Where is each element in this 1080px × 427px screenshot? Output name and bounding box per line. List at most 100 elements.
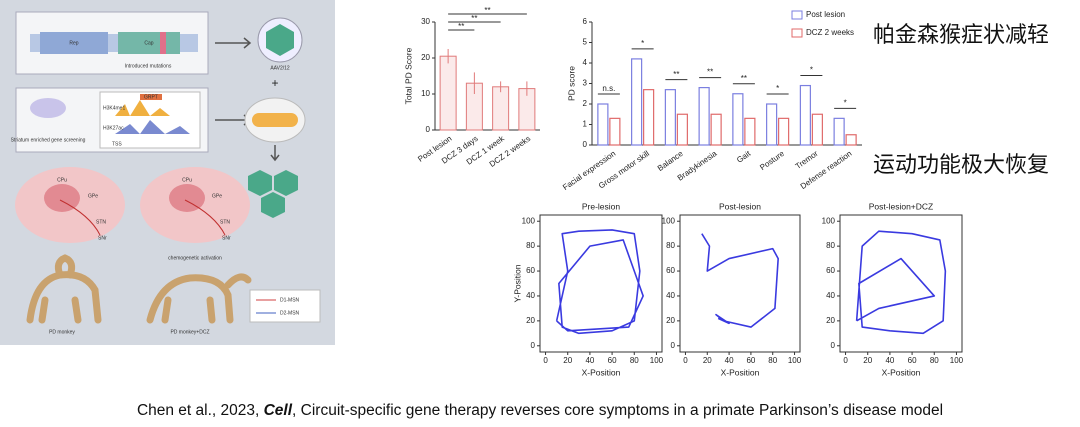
bar <box>744 117 756 146</box>
x-tick-label: 80 <box>768 356 777 365</box>
y-tick-label: 20 <box>826 316 835 325</box>
x-tick-label: 40 <box>725 356 734 365</box>
legend-swatch <box>791 10 803 20</box>
heading: 运动功能极大恢复 <box>873 153 1049 178</box>
bar <box>833 117 845 146</box>
y-tick-label: 20 <box>421 53 430 62</box>
y-tick-label: 80 <box>526 241 535 250</box>
x-tick-label: 60 <box>746 356 755 365</box>
caption-text: , Circuit-specific gene therapy reverses… <box>292 402 943 419</box>
x-tick-label: 20 <box>863 356 872 365</box>
monkey <box>146 273 252 324</box>
y-tick-label: 80 <box>826 241 835 250</box>
bar <box>811 113 823 146</box>
pathway <box>59 199 226 236</box>
x-tick-label: 0 <box>843 356 848 365</box>
x-tick-label: 80 <box>630 356 639 365</box>
y-tick-label: 0 <box>531 341 536 350</box>
x-axis-label: X-Position <box>582 367 621 377</box>
bar <box>766 103 778 146</box>
virus <box>261 192 285 218</box>
y-tick-label: 80 <box>666 241 675 250</box>
x-tick-label: 60 <box>908 356 917 365</box>
rep <box>40 32 108 54</box>
y-tick-label: 20 <box>666 316 675 325</box>
label: chemogenetic activation <box>168 255 222 261</box>
capsid <box>266 24 294 56</box>
significance: * <box>810 66 813 75</box>
y-tick-label: 0 <box>583 140 588 149</box>
x-tick-label: 20 <box>563 356 572 365</box>
heading: 帕金森猴症状减轻 <box>873 23 1049 48</box>
panel-title: Post-lesion <box>719 201 761 211</box>
panel-title: Post-lesion+DCZ <box>869 201 933 211</box>
legend-box <box>249 289 321 323</box>
bar <box>609 117 621 146</box>
trajectory <box>701 233 779 328</box>
label: H3K27ac <box>103 125 124 131</box>
label: TSS <box>112 141 122 147</box>
bar <box>492 86 510 131</box>
label: STN <box>96 219 106 225</box>
y-tick-label: 0 <box>426 125 431 134</box>
y-tick-label: 0 <box>671 341 676 350</box>
significance: ** <box>673 70 679 79</box>
peak <box>115 120 190 134</box>
x-tick-label: 40 <box>585 356 594 365</box>
schematic: Rep Cap Introduced mutations AAV2/12 Str… <box>0 0 335 345</box>
label: Introduced mutations <box>125 63 172 69</box>
significance: * <box>844 98 847 107</box>
monkey <box>26 254 102 324</box>
y-tick-label: 60 <box>666 266 675 275</box>
y-axis-label: PD score <box>566 66 576 101</box>
y-tick-label: 20 <box>526 316 535 325</box>
y-tick-label: 40 <box>826 291 835 300</box>
gene <box>140 94 162 100</box>
bar <box>732 93 744 146</box>
striatum <box>169 184 205 212</box>
x-tick-label: 80 <box>930 356 939 365</box>
y-tick-label: 10 <box>421 89 430 98</box>
bar <box>439 55 457 131</box>
caption-text: Chen et al., 2023, <box>137 402 264 419</box>
label: PD monkey <box>49 329 75 335</box>
label: D1-MSN <box>280 297 300 303</box>
label: Striatum enriched gene screening <box>11 137 86 143</box>
y-axis-label: Y-Position <box>512 264 522 302</box>
legend-label: Post lesion <box>806 10 845 19</box>
y-axis-label: Total PD Score <box>403 47 413 104</box>
label: D2-MSN <box>280 310 300 316</box>
bar <box>664 89 676 146</box>
significance: ** <box>484 6 490 15</box>
y-tick-label: 2 <box>583 99 588 108</box>
x-axis-label: X-Position <box>882 367 921 377</box>
y-tick-label: 60 <box>526 266 535 275</box>
y-tick-label: 100 <box>662 216 676 225</box>
label: H3K4me1 <box>103 105 125 111</box>
label: CPu <box>57 177 67 183</box>
significance: ** <box>707 68 713 77</box>
label: GPe <box>88 193 98 199</box>
label: SNr <box>222 235 231 241</box>
arrow <box>270 145 280 162</box>
y-tick-label: 60 <box>826 266 835 275</box>
label: GPe <box>212 193 222 199</box>
x-axis-label: X-Position <box>721 367 760 377</box>
label: SNr <box>98 235 107 241</box>
bar <box>631 58 643 146</box>
bar <box>845 134 857 146</box>
striatum <box>44 184 80 212</box>
y-tick-label: 4 <box>583 58 588 67</box>
trajectory <box>555 229 644 335</box>
y-tick-label: 40 <box>526 291 535 300</box>
significance: * <box>776 84 779 93</box>
x-tick-label: 60 <box>608 356 617 365</box>
y-tick-label: 1 <box>583 120 588 129</box>
frame <box>679 214 801 353</box>
peak <box>115 100 170 116</box>
arrow <box>215 37 252 49</box>
brain-slice <box>30 98 66 118</box>
plus: + <box>271 76 278 90</box>
y-tick-label: 40 <box>666 291 675 300</box>
